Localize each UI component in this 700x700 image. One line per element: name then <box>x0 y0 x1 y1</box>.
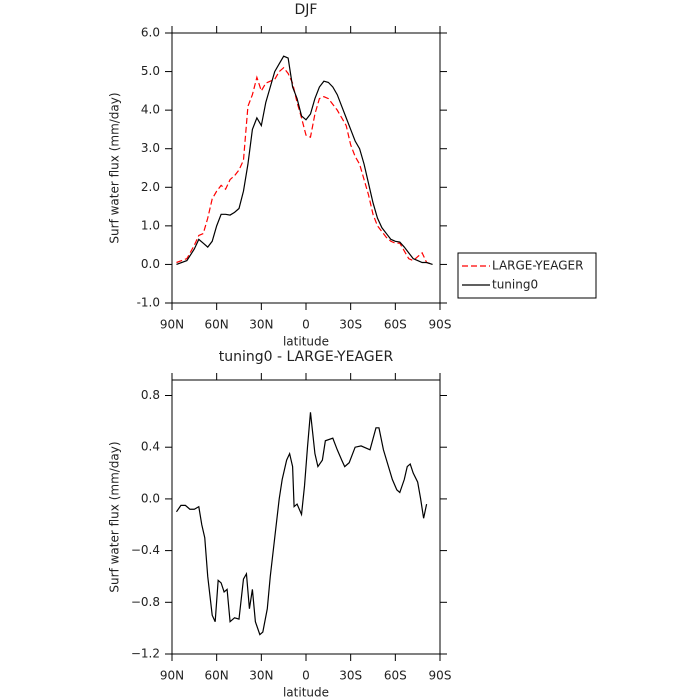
x-tick-label: 90N <box>160 318 184 332</box>
y-tick-label: 0.8 <box>141 388 160 402</box>
data-line <box>175 412 428 636</box>
x-tick-label: 60S <box>384 318 407 332</box>
y-tick-label: 0.0 <box>141 491 160 505</box>
y-tick-label: -1.0 <box>137 296 160 310</box>
x-tick-label: 30S <box>339 318 362 332</box>
x-axis-label: latitude <box>283 686 329 700</box>
x-tick-label: 90N <box>160 669 184 683</box>
y-tick-label: 0.0 <box>141 257 160 271</box>
x-tick-label: 0 <box>302 669 310 683</box>
y-tick-label: −0.8 <box>131 595 160 609</box>
y-tick-label: 3.0 <box>141 141 160 155</box>
x-tick-label: 60N <box>205 669 229 683</box>
chart-title: tuning0 - LARGE-YEAGER <box>219 349 394 365</box>
legend-label: tuning0 <box>492 278 538 292</box>
legend-box <box>457 252 597 299</box>
x-tick-label: 30N <box>249 669 273 683</box>
y-tick-label: −0.4 <box>131 543 160 557</box>
y-tick-label: −1.2 <box>131 647 160 661</box>
x-tick-label: 90S <box>429 669 452 683</box>
data-line <box>176 66 433 266</box>
x-tick-label: 60S <box>384 669 407 683</box>
y-tick-label: 6.0 <box>141 26 160 40</box>
y-tick-label: 1.0 <box>141 218 160 232</box>
x-axis-label: latitude <box>283 335 329 349</box>
data-line <box>176 55 433 266</box>
y-tick-label: 2.0 <box>141 180 160 194</box>
chart-title: DJF <box>295 2 318 18</box>
x-tick-label: 30N <box>249 318 273 332</box>
x-tick-label: 60N <box>205 318 229 332</box>
y-axis-label: Surf water flux (mm/day) <box>108 92 122 243</box>
x-tick-label: 30S <box>339 669 362 683</box>
y-axis-label: Surf water flux (mm/day) <box>108 441 122 592</box>
plot-frame <box>171 32 441 304</box>
x-tick-label: 0 <box>302 318 310 332</box>
legend-label: LARGE-YEAGER <box>492 259 583 273</box>
y-tick-label: 4.0 <box>141 103 160 117</box>
x-tick-label: 90S <box>429 318 452 332</box>
y-tick-label: 5.0 <box>141 64 160 78</box>
y-tick-label: 0.4 <box>141 440 160 454</box>
